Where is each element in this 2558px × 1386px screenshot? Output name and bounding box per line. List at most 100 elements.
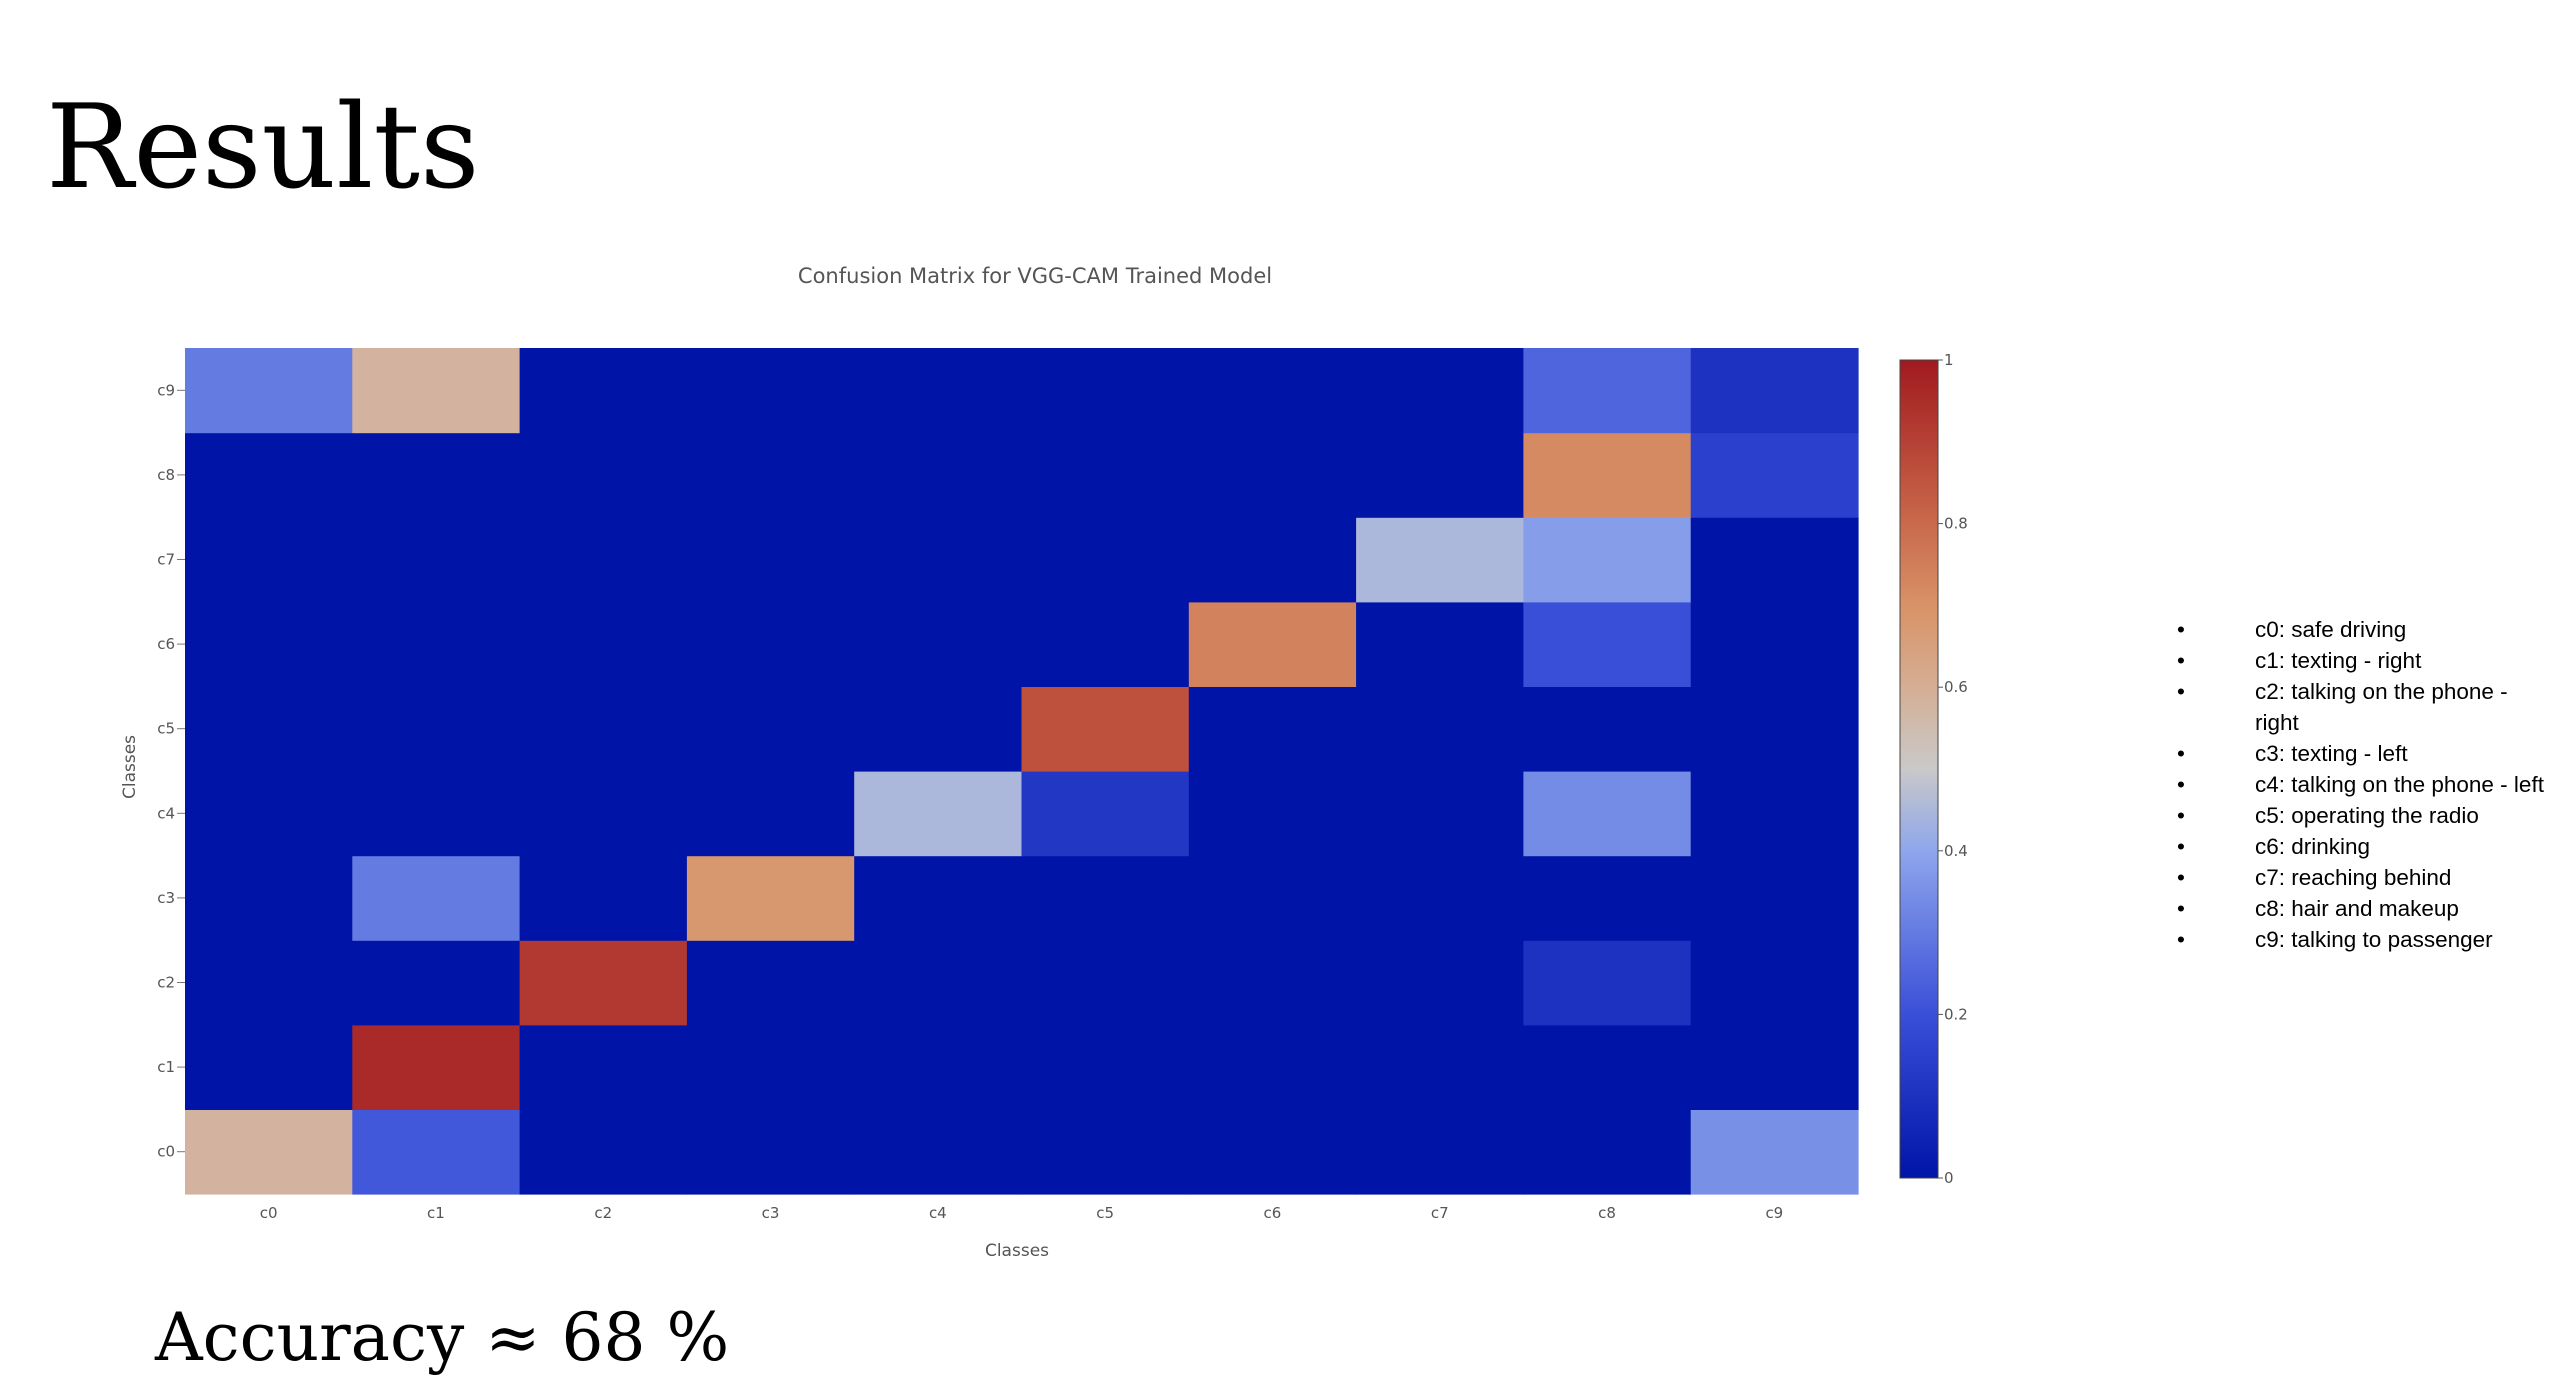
- heatmap-cell-c3-c7: [1356, 855, 1524, 941]
- x-axis-title: Classes: [985, 1241, 1049, 1261]
- class-legend-item: • c6: drinking: [2165, 831, 2545, 862]
- heatmap-cell-c0-c6: [1188, 1109, 1357, 1195]
- heatmap-cell-c1-c5: [1021, 1024, 1190, 1110]
- heatmap-cell-c4-c0: [185, 771, 353, 857]
- class-legend-label: c3: texting - left: [2255, 741, 2408, 766]
- heatmap-cell-c2-c0: [185, 940, 353, 1026]
- x-axis-ticks: c0 c1 c2 c3 c4 c5 c6 c7 c8 c9: [260, 1204, 1783, 1222]
- class-legend-item: • c3: texting - left: [2165, 738, 2545, 769]
- heatmap-cell-c0-c2: [519, 1109, 688, 1195]
- heatmap-cell-c5-c9: [1690, 686, 1859, 772]
- heatmap-cell-c9-c0: [185, 348, 353, 434]
- heatmap-cell-c6-c0: [185, 601, 353, 687]
- class-legend-label: c0: safe driving: [2255, 617, 2407, 642]
- colorbar-tick-label: 1: [1944, 351, 1954, 369]
- heatmap-cell-c4-c7: [1356, 771, 1524, 857]
- heatmap-cell-c3-c8: [1523, 855, 1692, 941]
- heatmap-cell-c7-c5: [1021, 517, 1190, 603]
- heatmap-cell-c6-c3: [686, 601, 855, 687]
- heatmap-cell-c9-c5: [1021, 348, 1190, 434]
- y-tick-label: c0: [157, 1143, 175, 1161]
- x-tick-label: c8: [1598, 1204, 1616, 1222]
- heatmap-cell-c6-c2: [519, 601, 688, 687]
- class-legend-label: c1: texting - right: [2255, 648, 2422, 673]
- heatmap-cell-c7-c9: [1690, 517, 1859, 603]
- class-legend-item: • c7: reaching behind: [2165, 862, 2545, 893]
- heatmap-cell-c6-c6: [1188, 601, 1357, 687]
- heatmap-cell-c4-c1: [352, 771, 521, 857]
- heatmap-cell-c0-c9: [1690, 1109, 1859, 1195]
- bullet-icon: •: [2177, 834, 2185, 859]
- y-tick-label: c6: [157, 635, 175, 653]
- heatmap-cell-c4-c6: [1188, 771, 1357, 857]
- heatmap-cell-c1-c4: [854, 1024, 1023, 1110]
- heatmap-cell-c6-c5: [1021, 601, 1190, 687]
- bullet-icon: •: [2177, 679, 2185, 704]
- accuracy-text: Accuracy ≈ 68 %: [155, 1299, 730, 1376]
- heatmap-cell-c3-c5: [1021, 855, 1190, 941]
- x-tick-label: c6: [1264, 1204, 1282, 1222]
- y-tick-label: c2: [157, 974, 175, 992]
- heatmap-cell-c3-c0: [185, 855, 353, 941]
- heatmap-cell-c9-c1: [352, 348, 521, 434]
- heatmap-cell-c3-c1: [352, 855, 521, 941]
- heatmap-cell-c9-c3: [686, 348, 855, 434]
- class-legend-label: c4: talking on the phone - left: [2255, 772, 2544, 797]
- heatmap-cell-c1-c2: [519, 1024, 688, 1110]
- x-tick-label: c4: [929, 1204, 947, 1222]
- heatmap-cell-c2-c8: [1523, 940, 1692, 1026]
- heatmap-cell-c2-c3: [686, 940, 855, 1026]
- bullet-icon: •: [2177, 896, 2185, 921]
- heatmap-cell-c1-c6: [1188, 1024, 1357, 1110]
- colorbar: [1899, 359, 1939, 1179]
- heatmap-cell-c4-c5: [1021, 771, 1190, 857]
- heatmap-cell-c5-c8: [1523, 686, 1692, 772]
- heatmap-cell-c4-c2: [519, 771, 688, 857]
- heatmap-cell-c7-c0: [185, 517, 353, 603]
- heatmap-cell-c5-c2: [519, 686, 688, 772]
- heatmap-cell-c3-c3: [686, 855, 855, 941]
- heatmap-cell-c0-c0: [185, 1109, 353, 1195]
- heatmap-cell-c0-c1: [352, 1109, 521, 1195]
- heatmap-cell-c6-c9: [1690, 601, 1859, 687]
- bullet-icon: •: [2177, 772, 2185, 797]
- heatmap-cell-c1-c8: [1523, 1024, 1692, 1110]
- heatmap-cell-c8-c1: [352, 432, 521, 518]
- class-legend-item: • c8: hair and makeup: [2165, 893, 2545, 924]
- heatmap-cell-c1-c9: [1690, 1024, 1859, 1110]
- bullet-icon: •: [2177, 927, 2185, 952]
- colorbar-tick-label: 0.4: [1944, 842, 1968, 860]
- heatmap-cell-c2-c2: [519, 940, 688, 1026]
- heatmap-cell-c9-c4: [854, 348, 1023, 434]
- y-tick-label: c7: [157, 551, 175, 569]
- heatmap-cell-c9-c8: [1523, 348, 1692, 434]
- colorbar-ticks: 0 0.2 0.4 0.6 0.8 1: [1938, 351, 1968, 1187]
- heatmap-cell-c5-c5: [1021, 686, 1190, 772]
- heatmap-cell-c2-c1: [352, 940, 521, 1026]
- x-tick-label: c5: [1096, 1204, 1114, 1222]
- heatmap-cell-c1-c3: [686, 1024, 855, 1110]
- colorbar-tick-label: 0.8: [1944, 515, 1968, 533]
- heatmap-cell-c6-c8: [1523, 601, 1692, 687]
- class-legend-label: c5: operating the radio: [2255, 803, 2479, 828]
- heatmap-cell-c0-c4: [854, 1109, 1023, 1195]
- bullet-icon: •: [2177, 803, 2185, 828]
- y-tick-label: c3: [157, 889, 175, 907]
- heatmap-cell-c8-c8: [1523, 432, 1692, 518]
- bullet-icon: •: [2177, 648, 2185, 673]
- x-tick-label: c2: [594, 1204, 612, 1222]
- heatmap-cell-c3-c4: [854, 855, 1023, 941]
- heatmap-cell-c4-c9: [1690, 771, 1859, 857]
- heatmap-cell-c8-c3: [686, 432, 855, 518]
- class-legend-list: • c0: safe driving • c1: texting - right • c2…: [2165, 614, 2545, 955]
- chart-title: Confusion Matrix for VGG-CAM Trained Mod…: [798, 264, 1272, 288]
- heatmap-cell-c9-c7: [1356, 348, 1524, 434]
- class-legend-item: • c9: talking to passenger: [2165, 924, 2545, 955]
- class-legend-label: c7: reaching behind: [2255, 865, 2452, 890]
- colorbar-tick-label: 0.6: [1944, 678, 1968, 696]
- heatmap-cell-c2-c7: [1356, 940, 1524, 1026]
- bullet-icon: •: [2177, 865, 2185, 890]
- heatmap-cell-c9-c9: [1690, 348, 1859, 434]
- heatmap-cell-c3-c6: [1188, 855, 1357, 941]
